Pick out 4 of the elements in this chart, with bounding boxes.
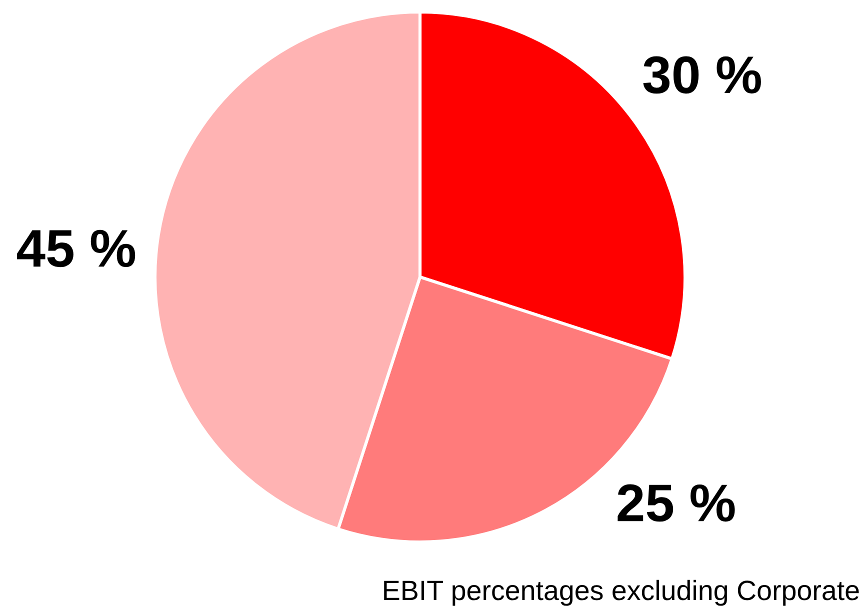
data-label: 30 % [643, 56, 761, 94]
data-label: 45 % [16, 230, 136, 268]
data-label: 25 % [618, 484, 735, 522]
text: EBIT percentages excluding Corporate [384, 580, 859, 606]
